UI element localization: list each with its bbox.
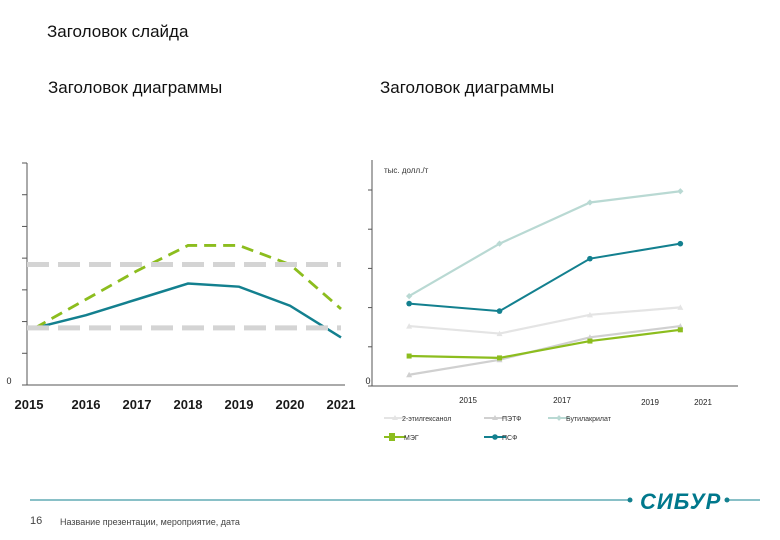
right-x-tick-label: 2019: [641, 398, 659, 407]
right-series-point: [677, 323, 684, 329]
right-series-point: [496, 308, 503, 314]
right-x-tick-label: 2021: [694, 398, 712, 407]
legend-label: 2-этилгексанол: [402, 416, 451, 423]
right-series-line: [408, 190, 681, 298]
left-x-tick-label: 2020: [276, 397, 305, 412]
right-series-point: [677, 188, 684, 195]
legend-swatch-marker: [392, 415, 398, 420]
slide-title: Заголовок слайда: [47, 22, 189, 41]
legend-label: МЭГ: [404, 435, 419, 442]
right-series-point: [587, 338, 593, 344]
footer-dot-right: [724, 497, 730, 503]
page-number: 16: [30, 515, 43, 527]
right-series-point: [677, 304, 684, 310]
right-series-line: [409, 328, 681, 360]
right-series-point: [406, 292, 413, 300]
legend-swatch-marker: [389, 433, 395, 441]
left-series-line: [34, 244, 342, 330]
right-x-tick-label: 2017: [553, 396, 571, 405]
sibur-logo: СИБУР: [640, 489, 722, 514]
left-x-tick-label: 2021: [327, 397, 356, 412]
left-x-tick-label: 2019: [225, 397, 254, 412]
right-series-point: [406, 353, 412, 359]
footer-text: Название презентации, мероприятие, дата: [60, 517, 240, 527]
chart-title-right: Заголовок диаграммы: [380, 78, 555, 97]
right-series-line: [409, 306, 681, 335]
left-y-tick-label: 0: [6, 376, 11, 386]
legend-label: ПСФ: [502, 435, 517, 442]
right-series-point: [406, 371, 413, 378]
right-y-axis-label: тыс. долл./т: [384, 166, 429, 175]
legend-swatch-marker: [556, 415, 562, 421]
legend-swatch-marker: [492, 434, 498, 440]
right-series-point: [586, 311, 593, 318]
right-series-point: [406, 323, 413, 329]
left-x-tick-label: 2016: [72, 397, 101, 412]
legend-swatch-marker: [492, 415, 498, 420]
left-x-tick-label: 2015: [15, 397, 44, 412]
right-series-line: [409, 242, 681, 313]
right-series-point: [496, 330, 503, 337]
right-series-point: [497, 355, 503, 361]
right-y-tick-label: 0: [365, 376, 370, 386]
right-series-point: [587, 255, 593, 262]
right-series-point: [406, 300, 412, 307]
right-series-point: [586, 334, 593, 340]
right-x-tick-label: 2015: [459, 396, 477, 405]
footer-dot-left: [627, 497, 633, 503]
right-series-point: [677, 327, 683, 333]
chart-title-left: Заголовок диаграммы: [48, 78, 223, 97]
left-x-tick-label: 2017: [123, 397, 152, 412]
legend-label: Бутилакрилат: [566, 416, 612, 423]
legend-label: ПЭТФ: [502, 416, 521, 423]
left-series-line: [34, 282, 342, 339]
left-x-tick-label: 2018: [174, 397, 203, 412]
right-series-point: [677, 240, 684, 247]
